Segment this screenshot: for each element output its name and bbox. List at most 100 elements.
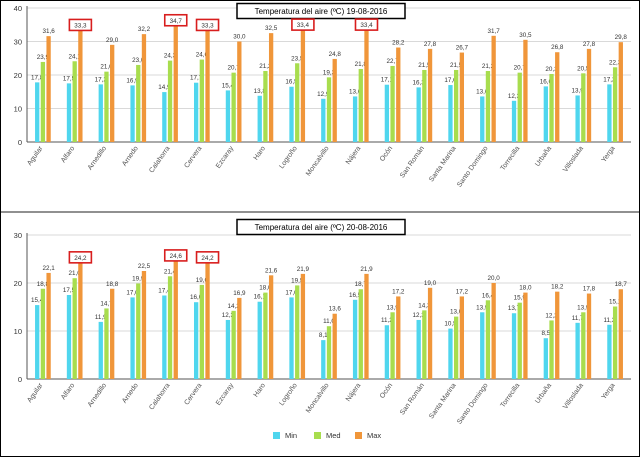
data-label-max-ezcaray: 30,0 (233, 34, 246, 41)
chart-title-box (236, 218, 406, 236)
bar-min-calahorra (162, 92, 167, 142)
category-label-ocon: Ocón (379, 382, 394, 400)
bar-max-alfaro (78, 30, 83, 142)
bar-min-moncalvillo (321, 98, 326, 142)
data-label-max-yerga: 18,7 (615, 281, 628, 288)
bar-max-arnedo (141, 34, 147, 142)
bar-min-haro (257, 301, 262, 379)
data-label-max-villoslada: 27,8 (583, 41, 596, 48)
bar-min-arnedo (130, 297, 135, 379)
data-label-min-haro: 16,1 (254, 294, 267, 301)
bar-max-ocon (396, 296, 401, 379)
category-label-arnedillo: Arnedillo (87, 145, 108, 171)
bar-min-haro (257, 95, 262, 142)
category-label-yerga: Yerga (601, 145, 617, 164)
data-label-med-arnedo: 23,0 (132, 57, 145, 64)
bar-med-arnedillo (104, 71, 109, 142)
chart-title-box (236, 2, 406, 20)
y-tick-label: 10 (14, 105, 22, 114)
data-label-max-santo-domingo: 20,0 (488, 275, 501, 282)
data-label-min-torrecilla: 12,3 (508, 93, 521, 100)
data-label-max-santa-marina: 17,2 (456, 288, 469, 295)
bar-med-torrecilla (517, 302, 522, 379)
chart-title: Temperatura del aire (ºC) 20-08-2016 (255, 223, 388, 232)
bar-med-aguilar (40, 288, 46, 379)
category-label-najera: Nájera (345, 145, 363, 166)
data-label-max-aguilar: 31,6 (42, 28, 55, 35)
data-label-max-cervera: 24,2 (201, 255, 214, 262)
legend-label-min: Min (285, 431, 297, 440)
bar-med-aguilar (40, 61, 46, 143)
data-label-med-yerga: 15,1 (609, 299, 622, 306)
category-label-logrono: Logroño (278, 145, 299, 170)
bar-med-ezcaray (231, 310, 236, 379)
bar-med-arnedillo (104, 308, 109, 379)
bar-min-urbana (543, 338, 548, 379)
data-label-min-logrono: 16,5 (285, 79, 298, 86)
bar-max-torrecilla (523, 292, 528, 379)
bar-max-aguilar (46, 36, 51, 142)
category-label-cervera: Cervera (183, 145, 203, 169)
bar-med-villoslada (581, 312, 586, 379)
bar-min-villoslada (575, 322, 580, 379)
category-label-yerga: Yerga (601, 382, 617, 401)
bar-med-san-roman (422, 69, 427, 142)
highlight-box-alfaro (68, 18, 93, 32)
bar-med-san-roman (422, 310, 427, 379)
data-label-med-santa-marina: 21,5 (450, 62, 463, 69)
data-label-med-haro: 18,0 (259, 285, 272, 292)
legend-swatch-med (314, 432, 321, 439)
bar-med-urbana (549, 73, 554, 142)
bar-min-aguilar (35, 305, 40, 379)
bar-med-haro (263, 292, 268, 379)
data-label-max-torrecilla: 30,5 (519, 32, 532, 39)
data-label-med-urbana: 20,3 (545, 66, 558, 73)
data-label-max-ezcaray: 16,9 (233, 290, 246, 297)
bar-min-san-roman (416, 87, 421, 142)
category-label-santo-domingo: Santo Domingo (456, 382, 489, 426)
data-label-min-najera: 16,5 (349, 292, 362, 299)
data-label-min-san-roman: 12,3 (413, 312, 426, 319)
data-label-min-calahorra: 17,4 (158, 287, 171, 294)
category-label-arnedo: Arnedo (121, 382, 140, 405)
bar-med-najera (358, 68, 363, 142)
data-label-med-calahorra: 21,4 (164, 268, 177, 275)
bar-med-moncalvillo (326, 326, 332, 379)
bar-max-torrecilla (523, 39, 528, 143)
data-label-max-santa-marina: 26,7 (456, 45, 469, 52)
bar-min-alfaro (66, 295, 72, 379)
data-label-med-torrecilla: 15,9 (514, 295, 527, 302)
data-label-max-urbana: 26,8 (551, 44, 564, 51)
data-label-max-haro: 32,5 (265, 25, 278, 32)
data-label-max-arnedillo: 18,8 (106, 281, 119, 288)
data-label-min-calahorra: 14,9 (158, 84, 171, 91)
category-label-cervera: Cervera (183, 382, 203, 406)
bar-med-calahorra (167, 276, 173, 379)
bar-med-urbana (549, 320, 554, 379)
data-label-med-urbana: 12,2 (545, 312, 558, 319)
category-label-urbana: Urbaña (534, 145, 553, 168)
data-label-max-alfaro: 33,3 (74, 22, 87, 29)
bar-min-santa-marina (448, 85, 453, 142)
data-label-max-yerga: 29,8 (615, 34, 628, 41)
bar-med-santo-domingo (485, 70, 491, 142)
bar-med-logrono (295, 63, 300, 142)
bar-med-santa-marina (454, 69, 459, 142)
bar-min-calahorra (162, 295, 167, 379)
bar-max-aguilar (46, 272, 51, 379)
data-label-med-alfaro: 21,0 (69, 270, 82, 277)
data-label-min-moncalvillo: 12,9 (317, 91, 330, 98)
category-label-san-roman: San Román (399, 382, 426, 416)
category-label-ocon: Ocón (379, 145, 394, 163)
data-label-min-alfaro: 17,5 (63, 287, 76, 294)
highlight-box-logrono (291, 18, 315, 31)
data-label-max-calahorra: 34,7 (170, 18, 183, 25)
bar-min-yerga (607, 324, 612, 379)
data-label-med-haro: 21,2 (259, 63, 272, 70)
bar-min-moncalvillo (321, 340, 326, 379)
legend-swatch-max (355, 432, 362, 439)
bar-max-najera (364, 30, 369, 142)
data-label-med-logrono: 19,5 (291, 277, 304, 284)
bar-min-santo-domingo (480, 312, 485, 379)
chart-20-08-2016: 0 10 20 30 Temperatura del aire (ºC) 20-08-2… (14, 218, 631, 426)
